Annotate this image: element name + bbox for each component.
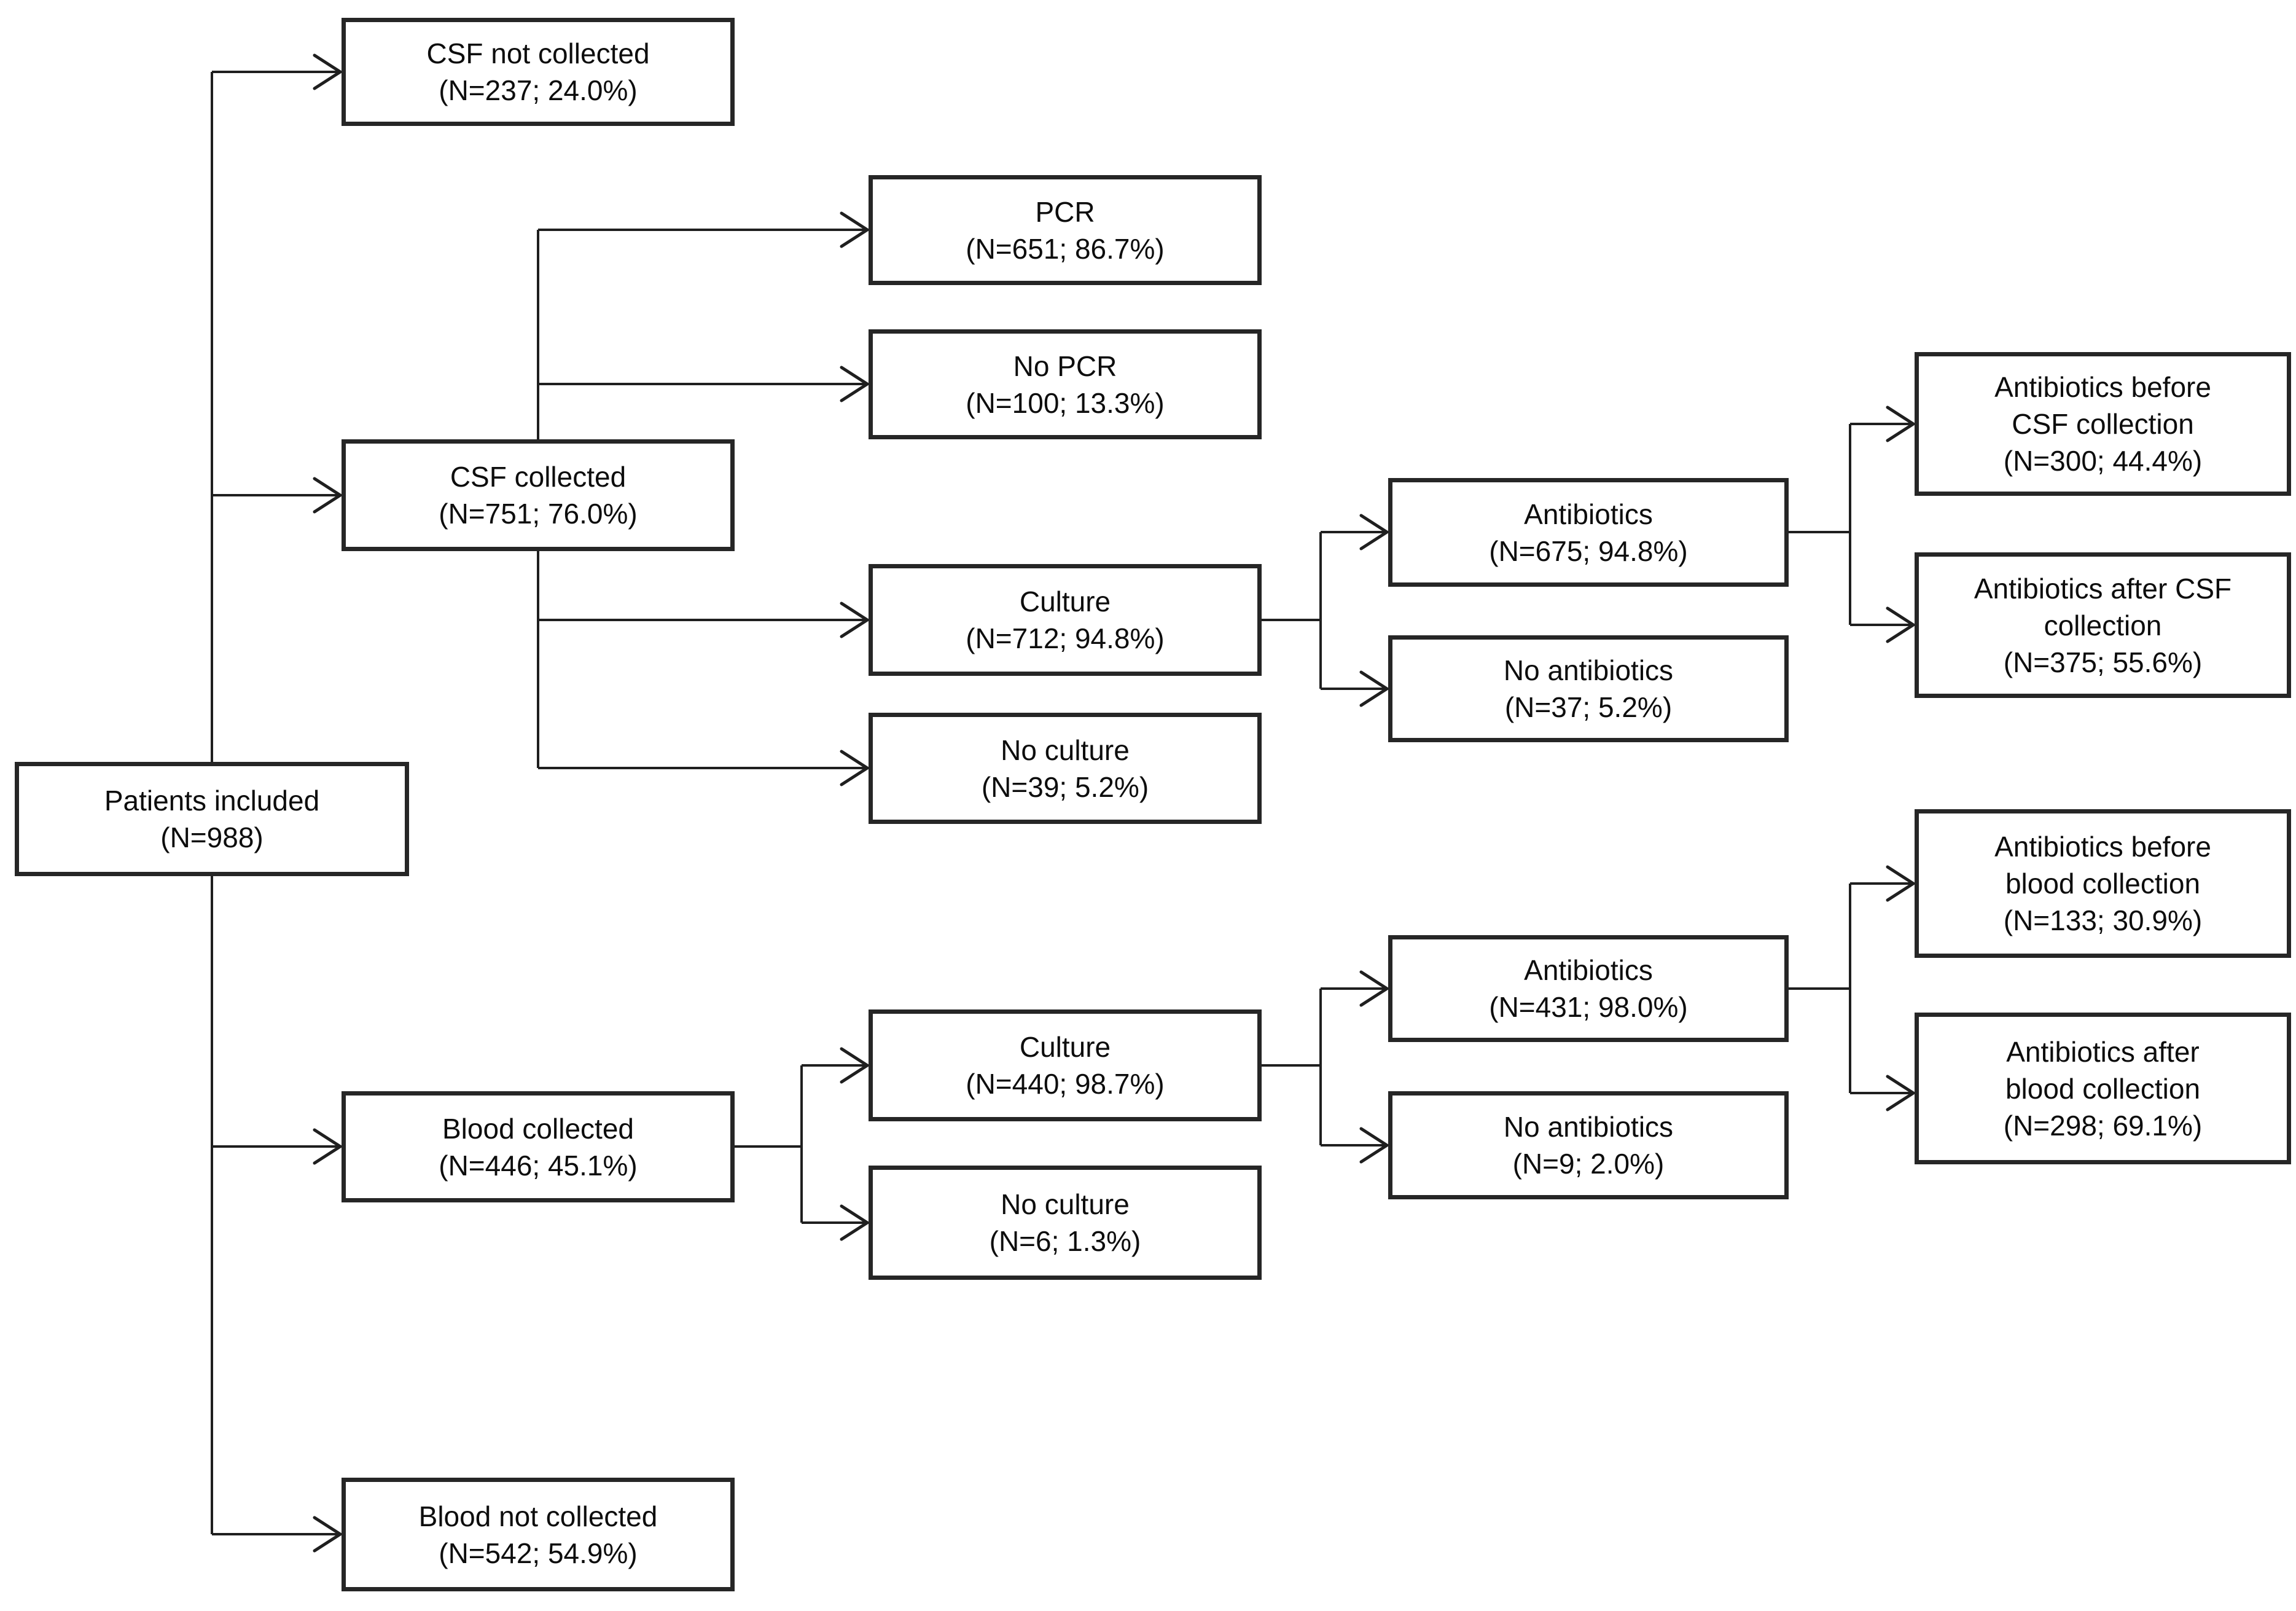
node-label: Antibiotics (1524, 954, 1653, 986)
node-label: Antibiotics after CSF collection (1974, 572, 2232, 641)
node-blood-not-collected: Blood not collected (N=542; 54.9%) (342, 1478, 735, 1591)
node-count: (N=542; 54.9%) (439, 1537, 638, 1569)
node-label: No antibiotics (1503, 654, 1674, 686)
node-label: Culture (1019, 1031, 1111, 1063)
node-label: Blood not collected (418, 1500, 658, 1532)
node-culture-csf: Culture (N=712; 94.8%) (869, 564, 1262, 676)
node-no-culture-csf: No culture (N=39; 5.2%) (869, 713, 1262, 824)
node-csf-not-collected: CSF not collected (N=237; 24.0%) (342, 18, 735, 126)
node-no-antibiotics-blood: No antibiotics (N=9; 2.0%) (1388, 1091, 1789, 1199)
node-label: CSF not collected (426, 37, 650, 69)
node-blood-collected: Blood collected (N=446; 45.1%) (342, 1091, 735, 1202)
node-label: Blood collected (442, 1112, 634, 1145)
node-no-culture-blood: No culture (N=6; 1.3%) (869, 1166, 1262, 1280)
edge-blood-collected-branches (735, 1064, 867, 1224)
node-antibiotics-after-csf-collection: Antibiotics after CSF collection (N=375;… (1915, 552, 2291, 698)
node-count: (N=100; 13.3%) (966, 386, 1165, 419)
node-count: (N=988) (160, 821, 264, 853)
node-antibiotics-csf: Antibiotics (N=675; 94.8%) (1388, 478, 1789, 587)
node-antibiotics-after-blood-collection: Antibiotics after blood collection (N=29… (1915, 1013, 2291, 1164)
node-label: Patients included (104, 785, 320, 817)
edge-culture-csf-branches (1262, 531, 1387, 690)
node-count: (N=375; 55.6%) (2003, 646, 2203, 678)
node-antibiotics-before-blood-collection: Antibiotics before blood collection (N=1… (1915, 809, 2291, 958)
node-count: (N=675; 94.8%) (1489, 535, 1688, 567)
node-label: Antibiotics before blood collection (1994, 831, 2211, 900)
node-label: CSF collected (450, 461, 627, 493)
node-count: (N=6; 1.3%) (989, 1225, 1141, 1257)
node-label: No antibiotics (1503, 1111, 1674, 1143)
node-no-antibiotics-csf: No antibiotics (N=37; 5.2%) (1388, 635, 1789, 742)
node-label: Antibiotics after blood collection (2005, 1035, 2201, 1105)
node-label: No culture (1001, 734, 1130, 766)
node-label: No culture (1001, 1188, 1130, 1220)
node-count: (N=237; 24.0%) (439, 74, 638, 106)
node-count: (N=298; 69.1%) (2003, 1109, 2203, 1142)
node-count: (N=712; 94.8%) (966, 622, 1165, 654)
edge-csf-collected-branches (537, 229, 867, 769)
edge-antibiotics-csf-branches (1789, 423, 1913, 626)
edge-antibiotics-blood-branches (1789, 882, 1913, 1094)
node-count: (N=9; 2.0%) (1512, 1148, 1665, 1180)
node-count: (N=431; 98.0%) (1489, 991, 1688, 1023)
edge-culture-blood-branches (1262, 987, 1387, 1147)
node-label: PCR (1035, 195, 1095, 228)
node-patients-included: Patients included (N=988) (15, 762, 409, 876)
node-count: (N=446; 45.1%) (439, 1149, 638, 1182)
node-count: (N=440; 98.7%) (966, 1068, 1165, 1100)
node-label: Antibiotics before CSF collection (1994, 371, 2211, 440)
node-count: (N=751; 76.0%) (439, 498, 638, 530)
node-antibiotics-before-csf-collection: Antibiotics before CSF collection (N=300… (1915, 352, 2291, 496)
node-count: (N=39; 5.2%) (981, 770, 1149, 803)
node-label: Culture (1019, 586, 1111, 617)
node-count: (N=651; 86.7%) (966, 232, 1165, 265)
node-label: Antibiotics (1524, 498, 1653, 530)
node-antibiotics-blood: Antibiotics (N=431; 98.0%) (1388, 935, 1789, 1042)
node-count: (N=37; 5.2%) (1504, 691, 1673, 723)
node-label: No PCR (1013, 350, 1117, 382)
node-count: (N=133; 30.9%) (2003, 904, 2203, 936)
arrowheads (313, 53, 1916, 1553)
node-no-pcr: No PCR (N=100; 13.3%) (869, 329, 1262, 439)
node-pcr: PCR (N=651; 86.7%) (869, 175, 1262, 285)
node-count: (N=300; 44.4%) (2003, 445, 2203, 477)
node-culture-blood: Culture (N=440; 98.7%) (869, 1009, 1262, 1121)
node-csf-collected: CSF collected (N=751; 76.0%) (342, 439, 735, 551)
